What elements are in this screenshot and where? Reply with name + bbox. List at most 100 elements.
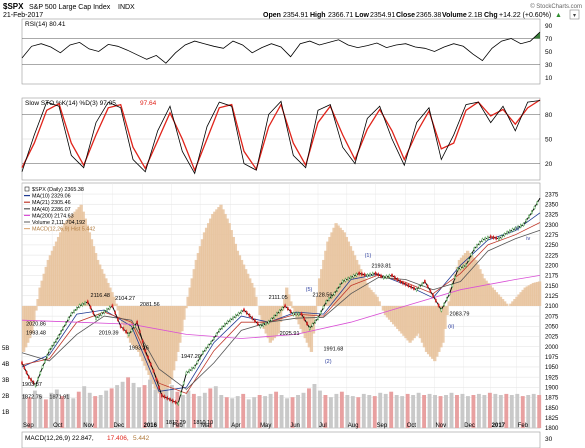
x-tick-label: May [260, 423, 271, 429]
candle-body [374, 271, 377, 275]
volume-bar [148, 379, 152, 428]
macd-hist-bar [159, 305, 164, 396]
price-annotation: (2) [325, 359, 332, 365]
macd-hist-bar [486, 282, 490, 306]
candle-body [117, 318, 119, 321]
macd-hist-bar [219, 204, 223, 306]
volume-bar [142, 385, 147, 428]
macd-legend-hist: 5.442 [133, 435, 150, 442]
candle-body [128, 333, 130, 336]
price-annotation: iv [526, 236, 530, 242]
macd-hist-bar [24, 305, 28, 348]
macd-hist-bar [229, 230, 233, 306]
candle-body [210, 341, 212, 344]
chart-symbol: $SPX [3, 2, 24, 11]
price-annotation: 2104.27 [115, 296, 135, 302]
price-tick-label: 1850 [545, 406, 559, 412]
candle-body [325, 300, 328, 304]
candle-body [476, 244, 478, 248]
candle-body [65, 322, 67, 325]
macd-hist-bar [322, 259, 326, 306]
ohlc-close-label: Close [396, 12, 415, 19]
macd-hist-bar [315, 296, 320, 306]
volume-tick-label: 3B [2, 378, 9, 384]
macd-hist-bar [377, 301, 381, 306]
volume-bar [224, 397, 229, 428]
volume-bar [180, 395, 185, 428]
volume-bar [328, 397, 333, 428]
volume-bar [230, 398, 235, 428]
macd-hist-bar [130, 305, 135, 346]
candle-body [292, 312, 295, 316]
volume-bar [159, 392, 163, 428]
candle-body [467, 258, 470, 262]
candle-body [506, 231, 508, 235]
macd-hist-bar [293, 305, 297, 316]
macd-hist-bar [381, 305, 386, 311]
macd-hist-bar [56, 236, 61, 306]
volume-bar [372, 396, 377, 428]
macd-hist-bar [521, 289, 525, 306]
macd-hist-bar [180, 305, 184, 332]
candle-body [70, 312, 73, 316]
macd-hist-bar [221, 209, 225, 306]
macd-hist-bar [102, 273, 106, 306]
volume-bar [38, 395, 43, 428]
candle-body [39, 371, 42, 375]
candle-body [341, 280, 344, 283]
macd-hist-bar [235, 250, 240, 306]
rsi-tick-label: 30 [545, 62, 553, 69]
x-tick-label: Feb [172, 423, 183, 429]
macd-hist-bar [63, 223, 67, 306]
candle-body [303, 317, 306, 321]
chart-settings-button[interactable] [569, 9, 580, 20]
macd-hist-bar [500, 299, 505, 306]
macd-hist-bar [184, 305, 188, 309]
ohlc-volume-label: Volume [442, 12, 467, 19]
volume-bar [411, 395, 416, 428]
candle-body [199, 356, 201, 359]
macd-hist-bar [200, 239, 205, 306]
macd-hist-bar [535, 281, 540, 306]
macd-hist-bar [114, 303, 118, 306]
volume-bar [520, 396, 525, 428]
macd-hist-bar [480, 273, 484, 306]
candle-body [119, 324, 122, 328]
candle-body [451, 284, 454, 288]
macd-hist-bar [126, 305, 131, 339]
price-annotation: 1871.91 [49, 395, 69, 401]
volume-bar [482, 395, 487, 428]
candle-body [456, 267, 459, 271]
candle-body [393, 276, 396, 279]
macd-hist-bar [357, 264, 361, 306]
price-tick-label: 2325 [545, 213, 559, 219]
macd-hist-bar [96, 259, 100, 306]
candle-body [50, 345, 53, 349]
macd-hist-bar [165, 305, 170, 389]
candle-body [311, 323, 314, 327]
macd-hist-bar [28, 305, 32, 339]
macd-panel-frame [21, 431, 541, 448]
x-tick-label: 2016 [144, 423, 158, 429]
sto-legend-d: 97.64 [140, 100, 157, 107]
candle-body [141, 339, 144, 343]
candle-body [202, 351, 204, 355]
macd-hist-bar [254, 296, 258, 306]
candle-body [435, 299, 437, 302]
macd-hist-bar [519, 292, 523, 306]
price-tick-label: 2075 [545, 314, 559, 320]
sto-legend: Slow STO %K(14) %D(3) 97.05, [25, 100, 118, 107]
candle-body [404, 282, 407, 286]
volume-bar [438, 396, 443, 428]
macd-hist-bar [443, 305, 447, 329]
candle-body [407, 284, 410, 288]
macd-hist-bar [383, 305, 388, 316]
candle-body [92, 311, 95, 315]
ma-line [21, 222, 541, 394]
candle-body [191, 367, 193, 371]
macd-hist-bar [365, 282, 369, 306]
candle-body [421, 282, 423, 286]
ohlc-low: 2354.91 [370, 12, 395, 19]
candle-body [339, 284, 341, 288]
macd-hist-bar [237, 255, 242, 306]
